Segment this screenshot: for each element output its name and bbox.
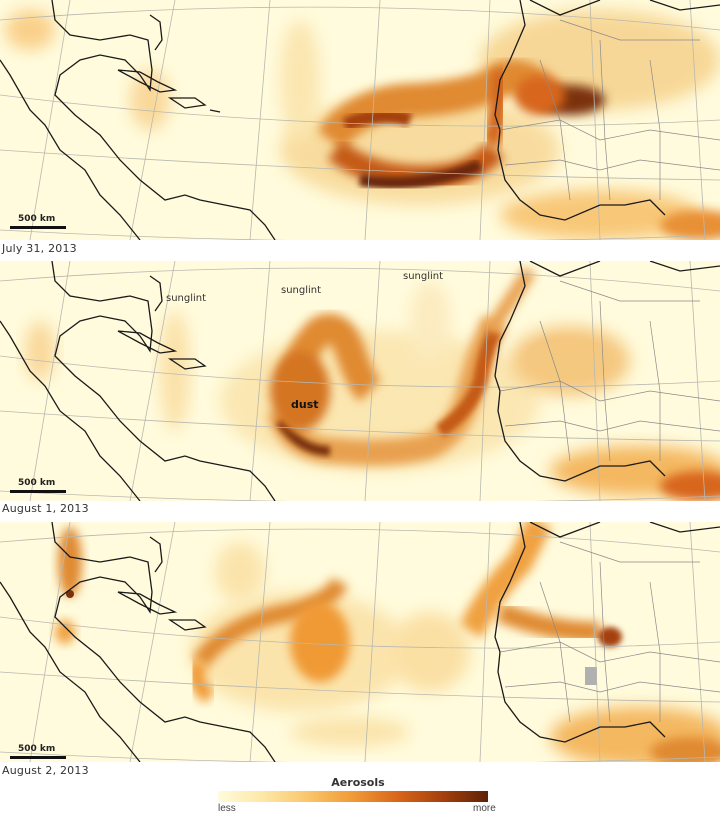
- scale-bar-label: 500 km: [18, 478, 56, 488]
- aerosol-map-august-1: [0, 261, 720, 501]
- sunglint-label: sunglint: [281, 285, 322, 296]
- panel-date: August 1, 2013: [2, 502, 89, 515]
- legend-less-label: less: [218, 803, 236, 814]
- aerosol-legend: Aerosols less more: [218, 776, 498, 814]
- scale-bar-line: [10, 756, 66, 759]
- map-panel-july-31: 500 km July 31, 2013: [0, 0, 720, 258]
- dust-label: dust: [291, 398, 319, 411]
- map-panel-august-2: 500 km August 2, 2013: [0, 522, 720, 777]
- country-borders: [499, 19, 720, 201]
- panel-date: July 31, 2013: [2, 242, 77, 255]
- graticule: [0, 0, 720, 240]
- scale-bar-line: [10, 226, 66, 229]
- coastline: [0, 261, 720, 501]
- scale-bar-line: [10, 490, 66, 493]
- aerosol-map-august-2: [0, 522, 720, 762]
- coastline: [0, 522, 720, 762]
- scale-bar-label: 500 km: [18, 744, 56, 754]
- graticule: [0, 522, 720, 762]
- legend-more-label: more: [473, 803, 496, 814]
- aerosol-map-july-31: [0, 0, 720, 240]
- aerosol-plume: [5, 10, 720, 240]
- sunglint-label: sunglint: [403, 271, 444, 282]
- coastline: [0, 0, 720, 240]
- country-borders: [499, 541, 720, 723]
- sunglint-label: sunglint: [166, 293, 207, 304]
- country-borders: [499, 280, 720, 462]
- no-data-patch: [585, 667, 597, 685]
- panel-date: August 2, 2013: [2, 764, 89, 777]
- aerosol-plume: [25, 267, 720, 501]
- legend-color-ramp: [218, 791, 488, 802]
- aerosol-plume: [55, 522, 720, 762]
- map-panel-august-1: sunglint sunglint sunglint dust 500 km A…: [0, 261, 720, 517]
- graticule: [0, 261, 720, 501]
- legend-title: Aerosols: [331, 776, 385, 789]
- scale-bar-label: 500 km: [18, 214, 56, 224]
